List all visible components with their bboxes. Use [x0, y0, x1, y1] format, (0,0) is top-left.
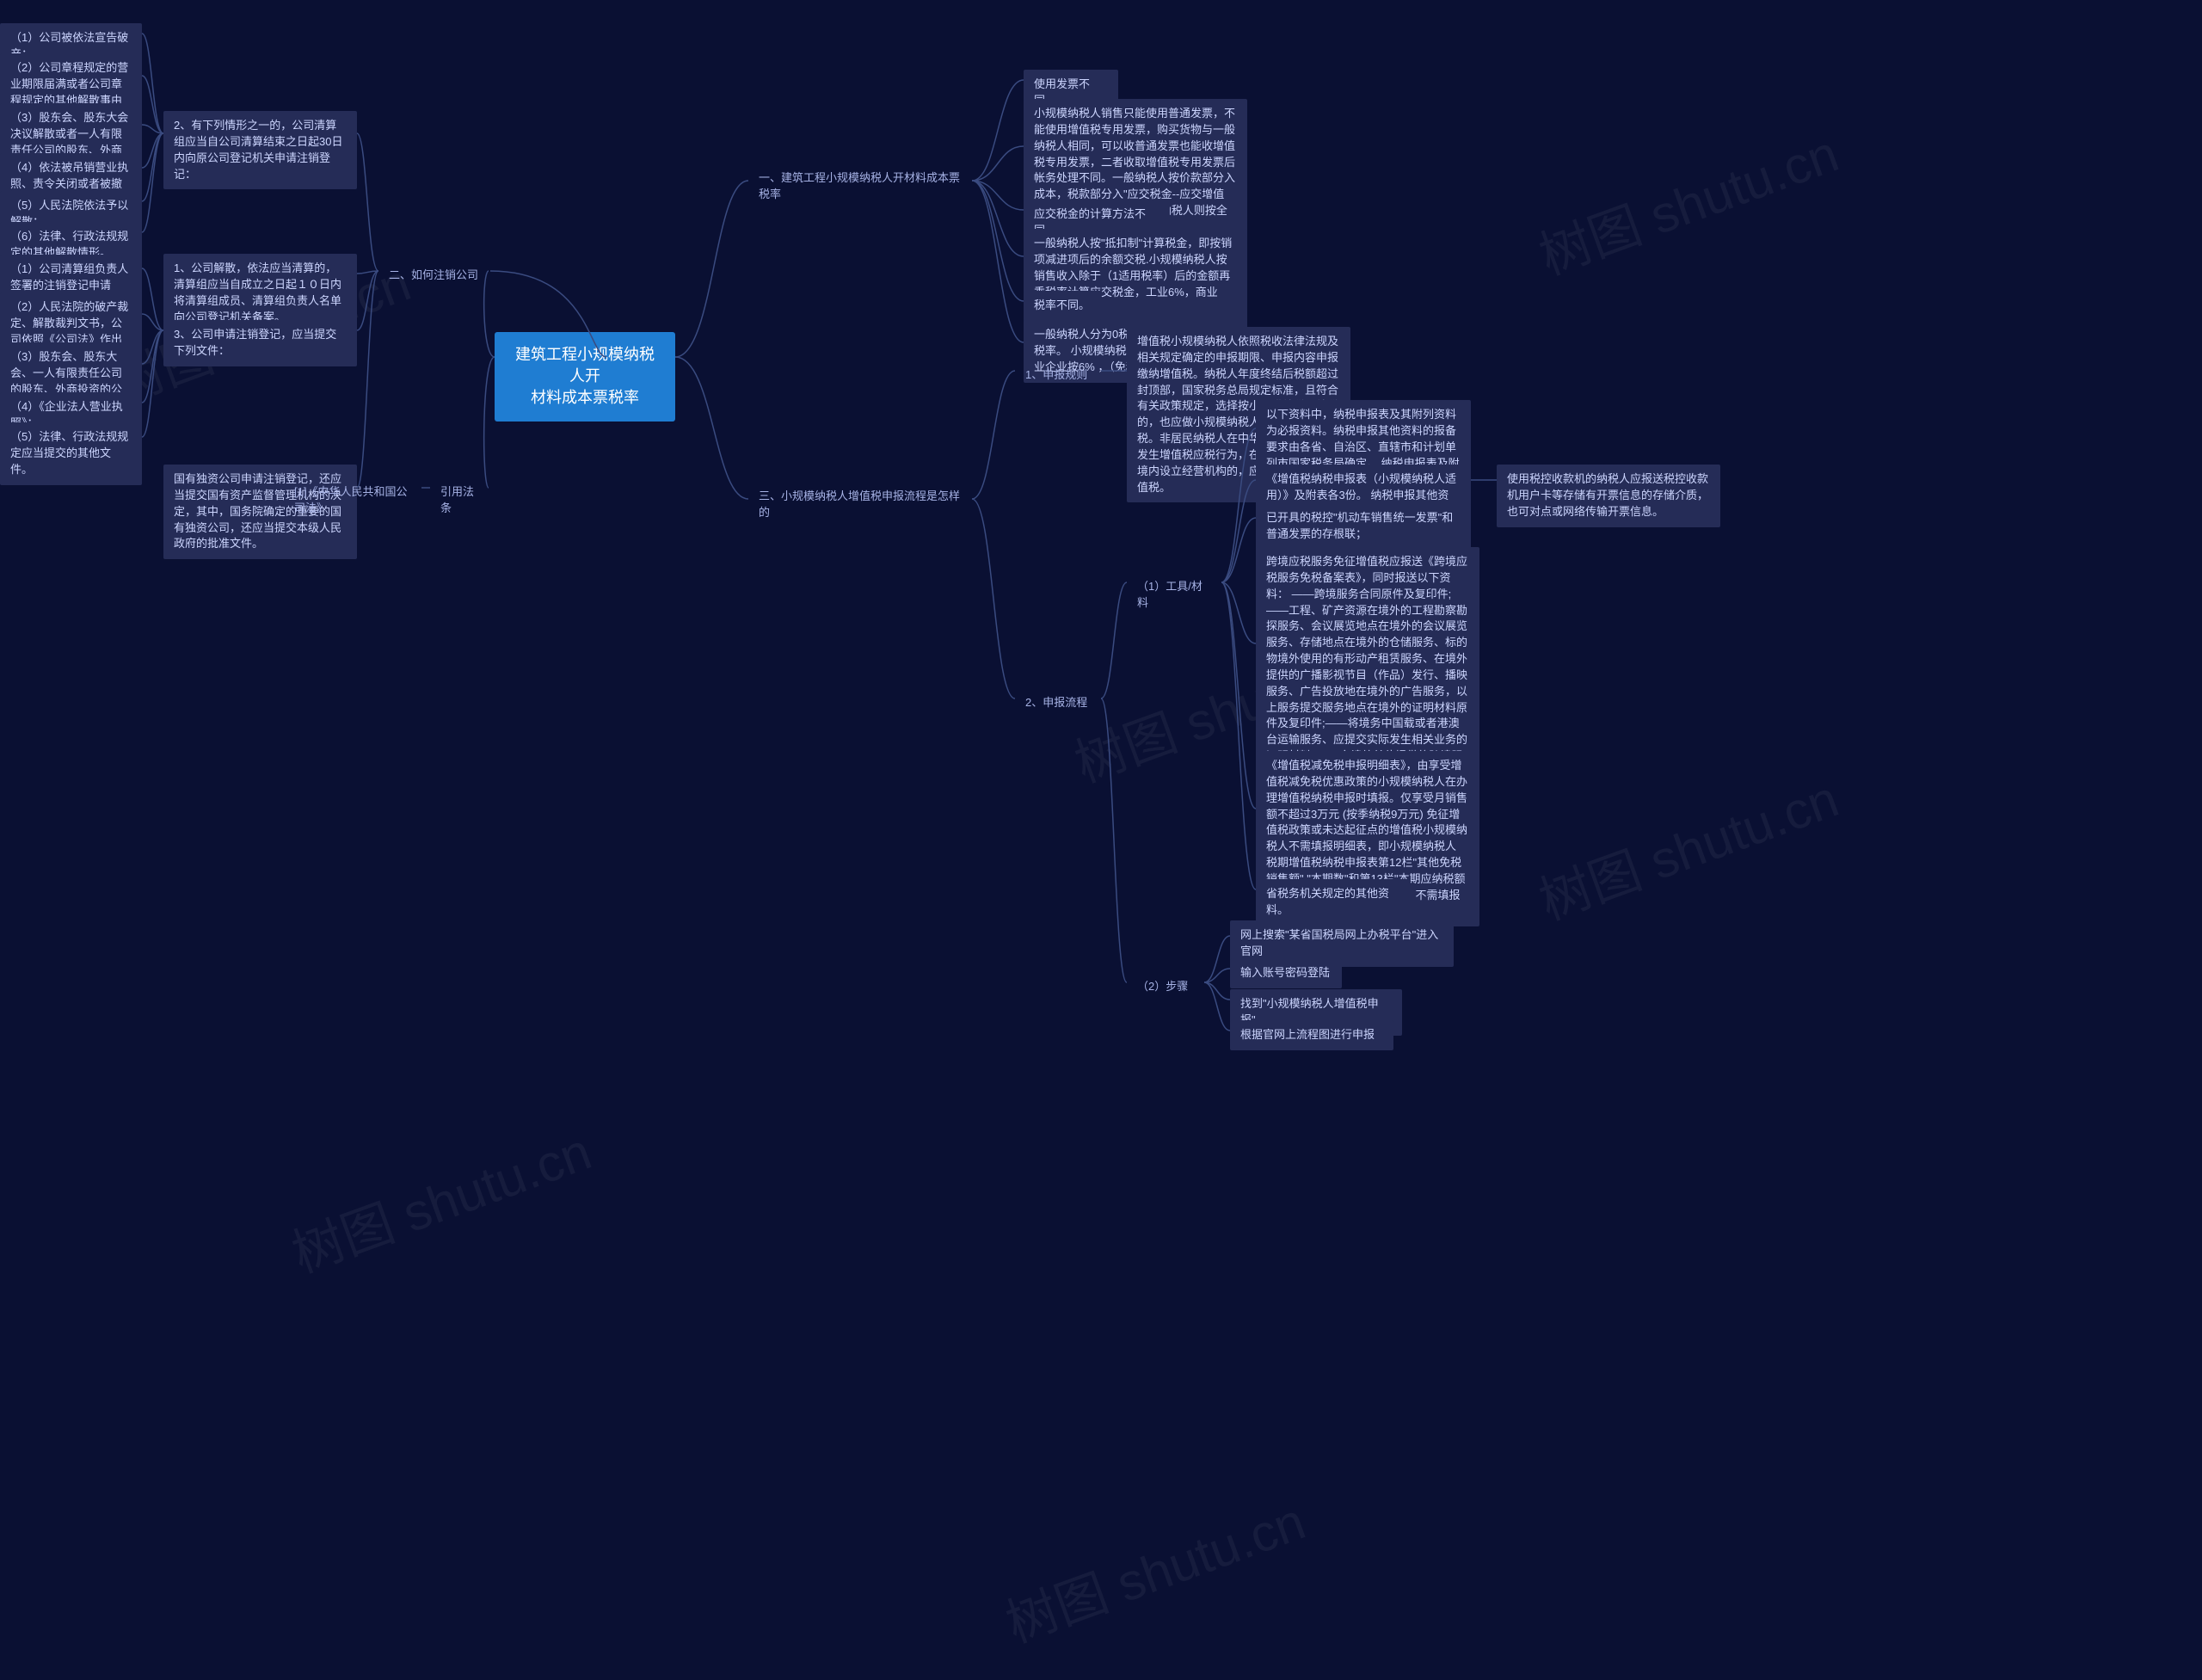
b1-c5[interactable]: 税率不同。 — [1024, 291, 1101, 321]
b2-c3[interactable]: 3、公司申请注销登记，应当提交下列文件： — [163, 320, 357, 366]
center-line2: 材料成本票税率 — [531, 389, 639, 406]
b3-c2-s2[interactable]: 输入账号密码登陆 — [1230, 958, 1342, 988]
b2-c2[interactable]: 2、有下列情形之一的，公司清算组应当自公司清算结束之日起30日内向原公司登记机关… — [163, 111, 357, 189]
b3-c2-steps-label[interactable]: （2）步骤 — [1127, 972, 1204, 1002]
branch-2[interactable]: 二、如何注销公司 — [378, 261, 490, 291]
b3-c2-t2-child[interactable]: 使用税控收款机的纳税人应报送税控收款机用户卡等存储有开票信息的存储介质，也可对点… — [1497, 465, 1720, 527]
center-line1: 建筑工程小规模纳税人开 — [515, 346, 655, 385]
b3-c2-tools-label[interactable]: （1）工具/材料 — [1127, 572, 1221, 618]
center-node[interactable]: 建筑工程小规模纳税人开 材料成本票税率 — [495, 332, 675, 422]
branch-3[interactable]: 三、小规模纳税人增值税申报流程是怎样的 — [748, 482, 972, 528]
b4-c1[interactable]: [1]《中华人民共和国公司法》 — [284, 477, 421, 524]
b3-c2-s4[interactable]: 根据官网上流程图进行申报 — [1230, 1020, 1393, 1050]
watermark: 树图 shutu.cn — [280, 1110, 600, 1287]
b3-c2-t3[interactable]: 已开具的税控"机动车销售统一发票"和普通发票的存根联； — [1256, 503, 1471, 550]
b3-c2-t6[interactable]: 省税务机关规定的其他资料。 — [1256, 879, 1411, 926]
b2-c3-i5[interactable]: （5）法律、行政法规规定应当提交的其他文件。 — [0, 422, 142, 485]
b3-c1-label[interactable]: 1、申报规则 — [1015, 360, 1101, 391]
watermark: 树图 shutu.cn — [1528, 757, 1847, 934]
watermark: 树图 shutu.cn — [1528, 112, 1847, 289]
b3-c2-label[interactable]: 2、申报流程 — [1015, 688, 1101, 718]
watermark: 树图 shutu.cn — [994, 1480, 1313, 1657]
branch-4[interactable]: 引用法条 — [430, 477, 490, 524]
branch-1[interactable]: 一、建筑工程小规模纳税人开材料成本票税率 — [748, 163, 972, 210]
